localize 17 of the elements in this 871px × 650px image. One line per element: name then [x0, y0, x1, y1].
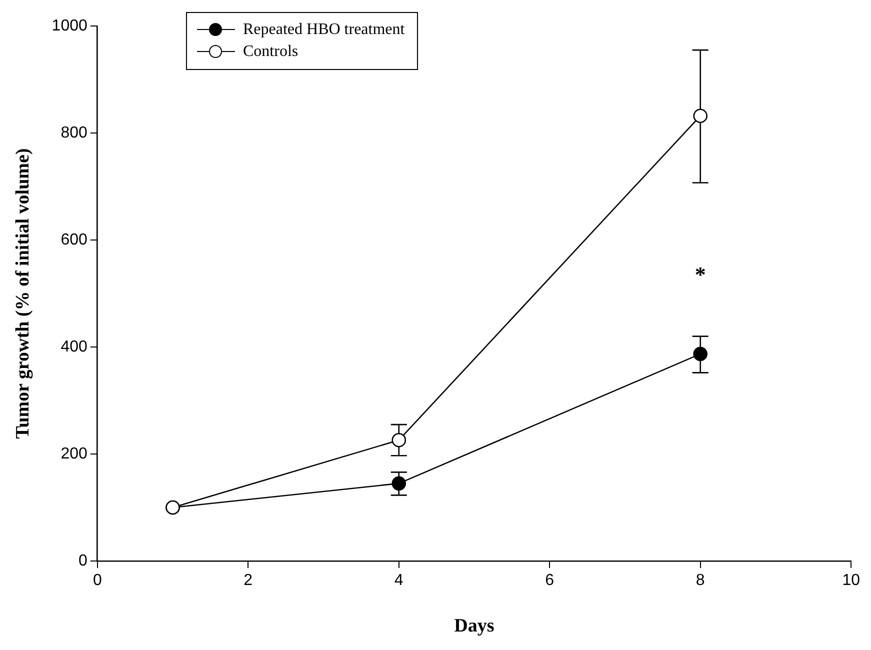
y-tick-label: 600: [60, 231, 88, 248]
x-tick-label: 6: [545, 572, 554, 590]
x-tick-label: 10: [842, 572, 860, 590]
y-tick-label: 800: [60, 124, 88, 142]
annotation: *: [694, 262, 706, 287]
x-axis-title: Days: [454, 616, 494, 637]
legend-label: Controls: [243, 42, 298, 62]
y-tick-label: 400: [60, 338, 88, 356]
y-axis-title: Tumor growth (% of initial volume): [12, 148, 34, 439]
legend-label: Repeated HBO treatment: [243, 20, 405, 40]
x-tick-label: 0: [92, 572, 102, 590]
x-tick-label: 2: [244, 572, 253, 590]
x-tick-label: 8: [696, 572, 705, 590]
x-tick-label: 4: [394, 572, 404, 590]
y-tick-label: 1000: [52, 17, 88, 34]
y-tick-label: 0: [78, 552, 88, 570]
y-tick-label: 200: [60, 445, 88, 462]
